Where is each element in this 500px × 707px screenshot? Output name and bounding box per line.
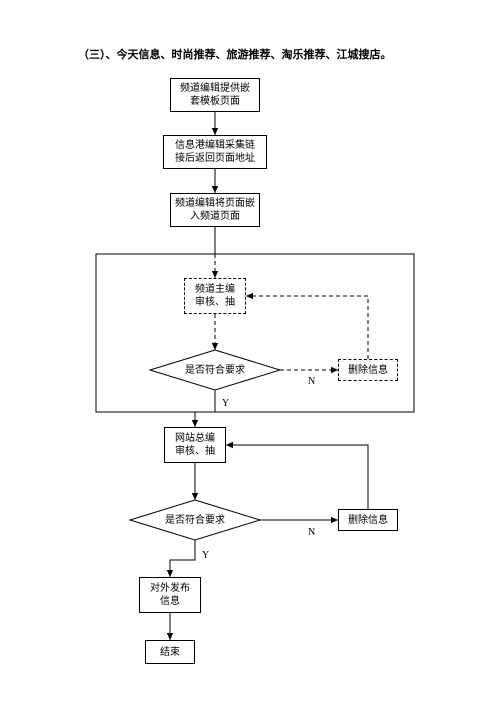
- node-n8: 对外发布 信息: [139, 577, 201, 613]
- arrow-head: [212, 128, 218, 135]
- arrow-head: [192, 493, 198, 500]
- node-n1: 频道编辑提供嵌 套模板页面: [170, 78, 260, 112]
- node-n3: 频道编辑将页面嵌 入频道页面: [170, 193, 260, 227]
- node-n5: 删除信息: [338, 359, 398, 381]
- arrow-head: [331, 517, 338, 523]
- node-d1-label: 是否符合要求: [150, 350, 280, 390]
- edge-label-7: Y: [222, 398, 229, 409]
- node-n9: 结束: [145, 640, 195, 664]
- node-n6: 网站总编 审核、抽: [164, 427, 226, 463]
- arrow-head: [331, 367, 338, 373]
- page-title: （三）、今天信息、时尚推荐、旅游推荐、淘乐推荐、江城搜店。: [78, 46, 392, 62]
- arrow-head: [167, 633, 173, 640]
- arrow-head: [246, 293, 253, 299]
- node-n2: 信息港编辑采集链 接后返回页面地址: [163, 135, 267, 169]
- node-d2-label: 是否符合要求: [130, 500, 260, 540]
- edge-12: [170, 540, 195, 577]
- arrow-head: [167, 570, 173, 577]
- edge-label-5: N: [308, 376, 315, 387]
- node-n7: 删除信息: [338, 509, 398, 531]
- arrow-head: [192, 420, 198, 427]
- arrow-head: [212, 186, 218, 193]
- edge-label-12: Y: [202, 550, 209, 561]
- arrow-head: [226, 442, 233, 448]
- edge-label-10: N: [308, 527, 315, 538]
- arrow-head: [212, 343, 218, 350]
- arrow-head: [212, 271, 218, 278]
- node-n4: 频道主编 审核、抽: [184, 278, 246, 314]
